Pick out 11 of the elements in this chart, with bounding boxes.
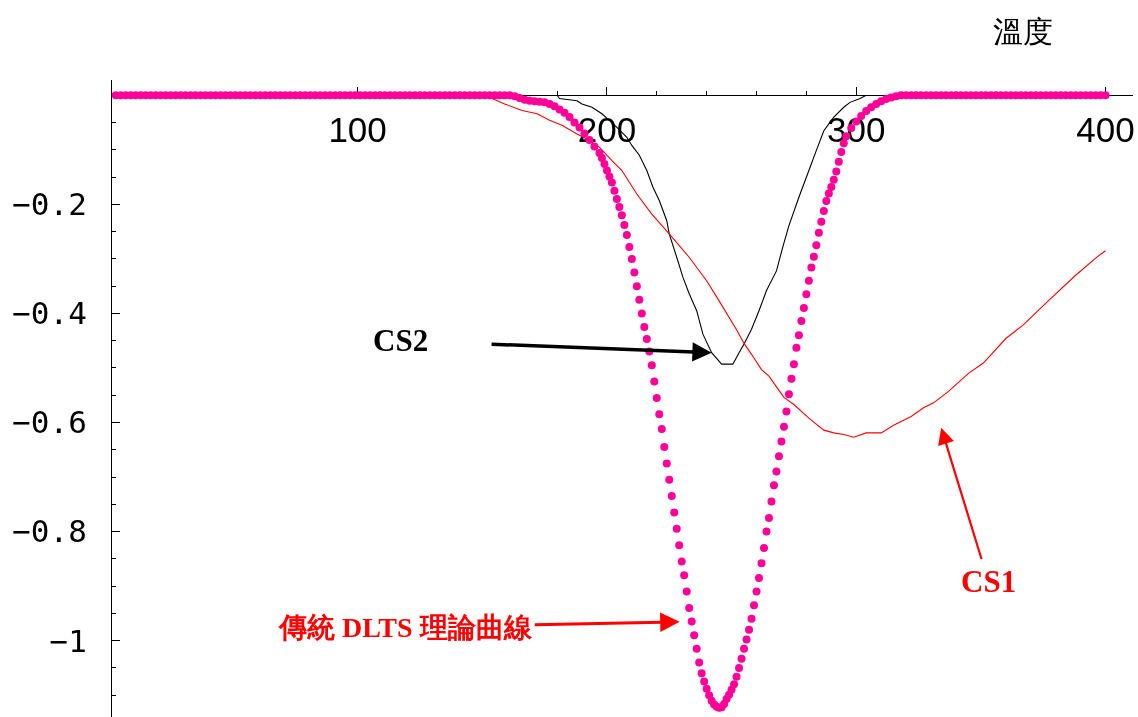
annotation: 傳統 DLTS 理論曲線 [278, 612, 533, 643]
annotation: CS1 [961, 564, 1017, 599]
x-tick-label: 100 [328, 110, 387, 150]
y-tick-label: −0.2 [12, 186, 87, 223]
y-tick-label: −0.8 [12, 513, 87, 550]
annotation: CS2 [373, 323, 429, 358]
x-axis-title: 溫度 [993, 15, 1053, 48]
y-tick-label: −0.4 [12, 295, 87, 332]
y-tick-label: −0.6 [12, 404, 87, 441]
y-tick-label: −1 [49, 622, 87, 659]
x-tick-label: 400 [1076, 110, 1135, 150]
